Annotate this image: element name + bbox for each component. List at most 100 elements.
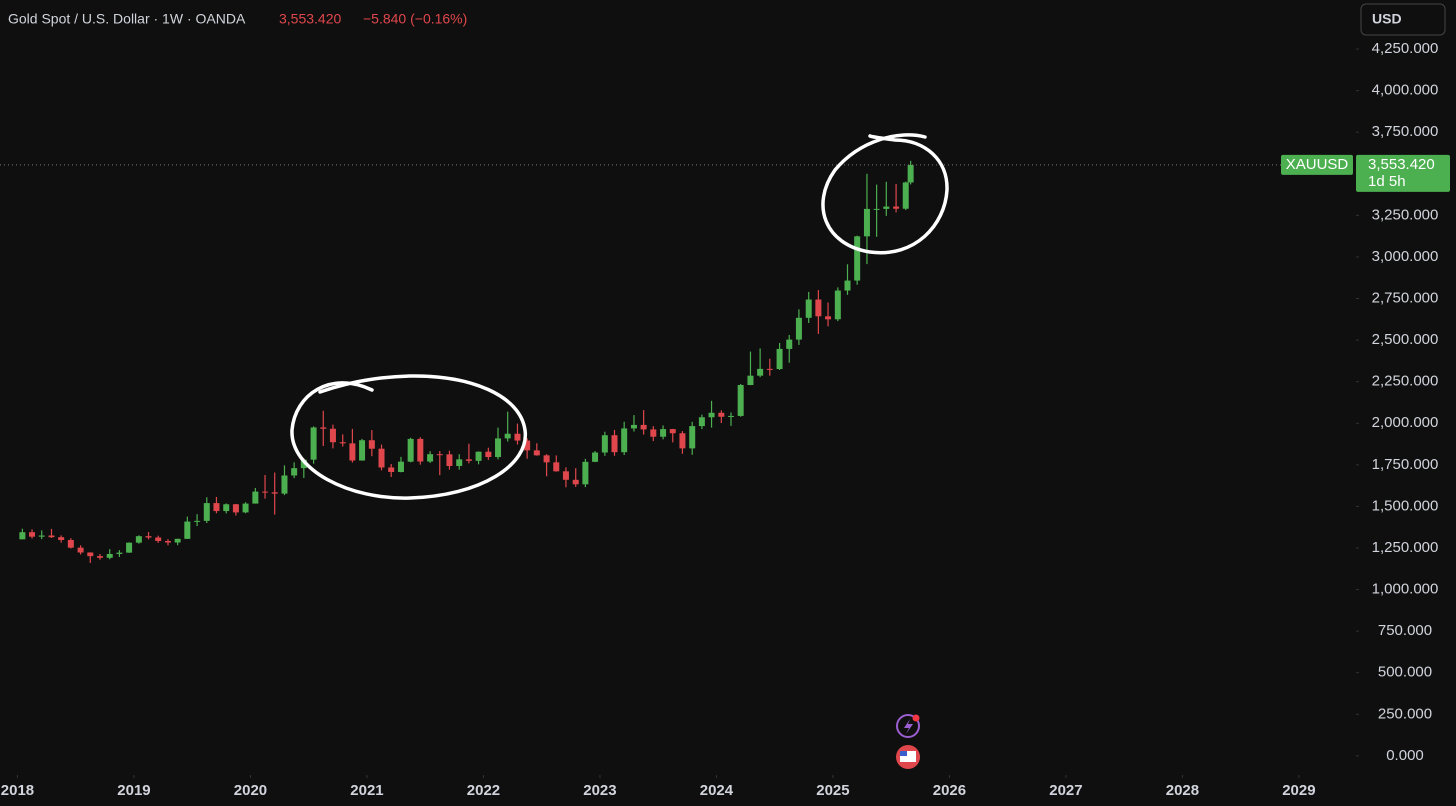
candle-body [67, 540, 74, 548]
candle-body [407, 438, 414, 462]
annotation-circle [821, 133, 949, 255]
axes: 0.000 250.000 500.000 750.000 1,000.000 1,250… [1, 40, 1450, 799]
annotation-circle [290, 374, 527, 500]
candle-body [116, 552, 123, 554]
y-tick-label: 4,250.000 [1372, 40, 1439, 57]
candle-body [349, 443, 356, 461]
candle-body [300, 459, 307, 469]
candle-body [834, 290, 841, 320]
y-tick-label: 2,250.000 [1372, 373, 1439, 390]
price-label-box [1356, 154, 1450, 192]
price-label: 3,553.420 [1368, 156, 1435, 173]
notification-dot [912, 714, 920, 722]
candle-body [737, 385, 744, 416]
candle-body [805, 299, 812, 318]
y-tick-label: 3,000.000 [1372, 248, 1439, 265]
candle-body [795, 317, 802, 340]
candle-body [368, 440, 375, 449]
candle-body [766, 368, 773, 370]
candle-body [397, 461, 404, 472]
event-icon[interactable] [896, 714, 920, 738]
candle-body [504, 433, 511, 439]
currency[interactable]: USD [1372, 11, 1402, 27]
candle-body [854, 236, 861, 281]
candle-body [572, 479, 579, 485]
y-tick-label: 3,250.000 [1372, 206, 1439, 223]
y-tick-label: 0.000 [1386, 747, 1424, 764]
candle-body [495, 438, 502, 458]
candle-body [232, 504, 239, 513]
series-label-box [1281, 154, 1353, 175]
y-tick-label: 2,000.000 [1372, 414, 1439, 431]
candle-body [553, 462, 560, 472]
y-tick-label: 1,750.000 [1372, 456, 1439, 473]
candle-body [592, 452, 599, 462]
candle-body [815, 299, 822, 317]
candle-body [58, 537, 65, 541]
candle-body [689, 426, 696, 449]
candle-body [446, 454, 453, 466]
candle-body [650, 429, 657, 437]
candle-body [29, 532, 36, 537]
candle-body [907, 164, 914, 183]
y-tick-label: 2,750.000 [1372, 289, 1439, 306]
flag-canton [900, 751, 907, 756]
candle-body [718, 412, 725, 417]
candle-body [310, 427, 317, 460]
last-price: 3,553.420 [279, 11, 341, 27]
x-tick-label: 2019 [117, 782, 150, 799]
y-tick-label: 2,500.000 [1372, 331, 1439, 348]
candle-body [77, 547, 84, 553]
candle-body [223, 504, 230, 512]
candle-body [747, 375, 754, 386]
x-tick-label: 2022 [467, 782, 500, 799]
candle-body [621, 428, 628, 453]
y-tick-label: 3,750.000 [1372, 123, 1439, 140]
x-tick-label: 2028 [1166, 782, 1199, 799]
x-tick-label: 2020 [234, 782, 267, 799]
candle-body [902, 182, 909, 209]
candle-body [329, 428, 336, 443]
candle-body [388, 467, 395, 472]
y-tick-label: 1,000.000 [1372, 581, 1439, 598]
candle-body [96, 556, 103, 558]
candle-body [825, 316, 832, 320]
candle-body [262, 491, 269, 493]
candle-body [698, 417, 705, 427]
candle-body [863, 208, 870, 237]
candle-body [174, 538, 181, 543]
candle-body [873, 208, 880, 210]
candle-body [708, 412, 715, 418]
candle-body [660, 429, 667, 437]
candle-body [378, 448, 385, 468]
candle-body [164, 541, 171, 543]
price-change: −5.840 (−0.16%) [363, 11, 467, 27]
candle-body [543, 455, 550, 463]
x-tick-label: 2023 [583, 782, 616, 799]
candle-body [456, 459, 463, 466]
candle-body [562, 471, 569, 480]
candle-body [417, 438, 424, 462]
candle-body [669, 429, 676, 434]
candle-body [679, 433, 686, 449]
candle-body [601, 435, 608, 453]
candle-body [320, 427, 327, 429]
candle-body [786, 339, 793, 349]
candle-body [640, 424, 647, 430]
candle-body [155, 537, 162, 542]
y-tick-label: 750.000 [1378, 622, 1432, 639]
x-tick-label: 2029 [1282, 782, 1315, 799]
candle-body [252, 491, 259, 504]
chart-title: Gold Spot / U.S. Dollar · 1W · OANDA [8, 11, 246, 27]
candle-body [19, 532, 26, 540]
candle-body [135, 536, 142, 543]
candle-body [203, 503, 210, 521]
currency-box[interactable] [1360, 3, 1446, 36]
candle-body [291, 468, 298, 476]
candle-body [475, 451, 482, 461]
candle-body [48, 535, 55, 538]
candle-body [106, 553, 113, 558]
x-tick-label: 2026 [933, 782, 966, 799]
candle-body [194, 520, 201, 522]
